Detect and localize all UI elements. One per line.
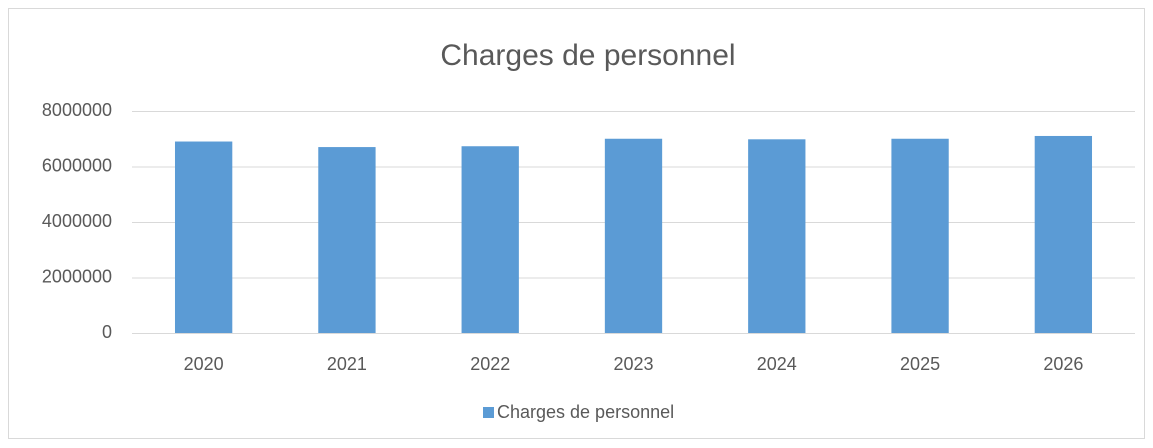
y-tick-label: 8000000 bbox=[42, 100, 112, 120]
chart-title: Charges de personnel bbox=[440, 39, 735, 72]
y-tick-label: 6000000 bbox=[42, 155, 112, 175]
bar bbox=[1034, 135, 1093, 333]
bar bbox=[461, 146, 519, 333]
bar bbox=[748, 139, 806, 333]
bar bbox=[174, 141, 233, 333]
x-tick-label: 2025 bbox=[900, 354, 940, 374]
y-tick-label: 0 bbox=[102, 322, 112, 342]
x-tick-label: 2023 bbox=[613, 354, 653, 374]
bar bbox=[891, 138, 949, 333]
y-tick-label: 2000000 bbox=[42, 266, 112, 286]
bar bbox=[604, 138, 663, 333]
x-tick-label: 2020 bbox=[184, 354, 224, 374]
x-tick-label: 2022 bbox=[470, 354, 510, 374]
y-tick-label: 4000000 bbox=[42, 211, 112, 231]
bar bbox=[318, 147, 376, 333]
x-tick-label: 2024 bbox=[757, 354, 797, 374]
legend-swatch bbox=[483, 407, 494, 418]
x-tick-label: 2026 bbox=[1043, 354, 1083, 374]
x-tick-label: 2021 bbox=[327, 354, 367, 374]
legend-label: Charges de personnel bbox=[497, 402, 674, 422]
